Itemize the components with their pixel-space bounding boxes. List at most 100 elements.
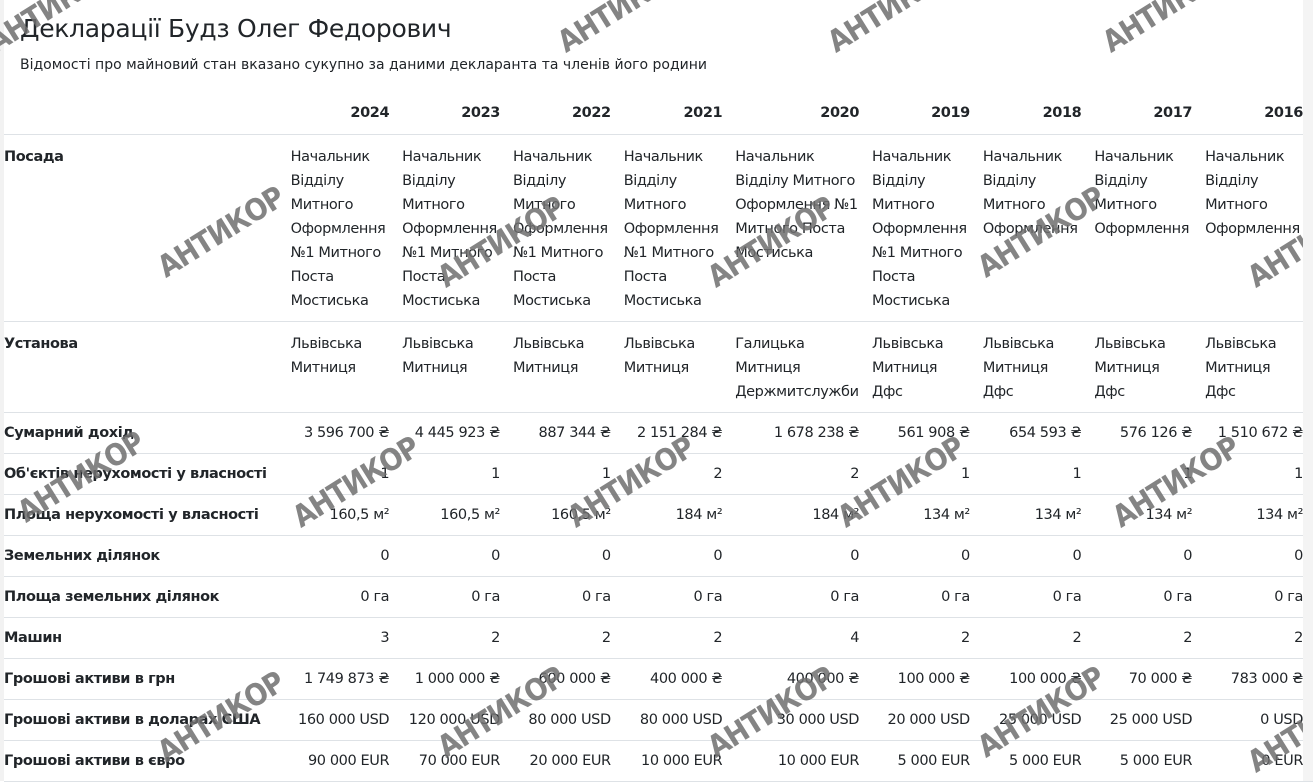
table-cell: 90 000 EUR xyxy=(287,740,400,782)
table-cell: 0 га xyxy=(869,576,980,618)
row-label: Сумарний дохід xyxy=(4,412,288,454)
row-label: Установа xyxy=(4,321,288,413)
table-cell: 70 000 EUR xyxy=(399,740,510,782)
table-row: Грошові активи в грн 1 749 873 ₴ 1 000 000… xyxy=(4,658,1313,700)
row-label: Площа нерухомості у власності xyxy=(4,494,288,536)
table-cell: 0 га xyxy=(979,576,1092,618)
table-cell: 4 445 923 ₴ xyxy=(399,412,510,454)
table-cell: 0 га xyxy=(1091,576,1203,618)
table-cell: Львівська Митниця xyxy=(287,321,400,413)
table-cell: 70 000 ₴ xyxy=(1091,658,1203,700)
table-cell: 5 000 EUR xyxy=(869,740,980,782)
table-cell: 160,5 м² xyxy=(509,494,621,536)
table-cell: 25 000 USD xyxy=(979,699,1092,741)
page-title: Декларації Будз Олег Федорович xyxy=(20,14,452,43)
table-cell: 1 xyxy=(869,453,980,495)
table-cell: 0 xyxy=(1091,535,1203,577)
year-header-2024: 2024 xyxy=(287,92,400,135)
table-cell: 0 га xyxy=(1202,576,1313,618)
table-cell: 134 м² xyxy=(1202,494,1313,536)
year-header-2016: 2016 xyxy=(1202,92,1313,135)
table-cell: 0 EUR xyxy=(1202,740,1313,782)
page-subtitle: Відомості про майновий стан вказано суку… xyxy=(20,57,707,73)
table-cell: 160 000 USD xyxy=(287,699,400,741)
year-header-2022: 2022 xyxy=(509,92,621,135)
table-cell: 400 000 ₴ xyxy=(620,658,733,700)
table-cell: 4 xyxy=(732,617,870,659)
table-cell: 100 000 ₴ xyxy=(979,658,1092,700)
row-label: Земельних ділянок xyxy=(4,535,288,577)
table-cell: Начальник Відділу Митного Оформлення №1 … xyxy=(869,134,980,322)
table-cell: 134 м² xyxy=(869,494,980,536)
row-label: Грошові активи в євро xyxy=(4,740,288,782)
table-cell: 0 га xyxy=(620,576,733,618)
table-cell: 2 xyxy=(620,453,733,495)
table-cell: 783 000 ₴ xyxy=(1202,658,1313,700)
year-header-2020: 2020 xyxy=(732,92,870,135)
table-cell: Начальник Відділу Митного Оформлення №1 … xyxy=(399,134,510,322)
table-cell: 184 м² xyxy=(620,494,733,536)
table-cell: Начальник Відділу Митного Оформлення xyxy=(1091,134,1203,322)
table-cell: 100 000 ₴ xyxy=(869,658,980,700)
table-row: Об'єктів нерухомості у власності 1 1 1 2 2 1 1 1… xyxy=(4,453,1313,495)
table-cell: Львівська Митниця Дфс xyxy=(1091,321,1203,413)
table-cell: 160,5 м² xyxy=(399,494,510,536)
table-cell: 0 га xyxy=(732,576,870,618)
table-cell: 2 xyxy=(869,617,980,659)
table-cell: 1 xyxy=(509,453,621,495)
table-cell: 0 USD xyxy=(1202,699,1313,741)
table-cell: 0 xyxy=(869,535,980,577)
table-row: Посада Начальник Відділу Митного Оформлен… xyxy=(4,134,1313,322)
table-row: Земельних ділянок 0 0 0 0 0 0 0 0 0 xyxy=(4,535,1313,577)
table-cell: Начальник Відділу Митного Оформлення №1 … xyxy=(509,134,621,322)
table-cell: 5 000 EUR xyxy=(979,740,1092,782)
table-cell: 80 000 USD xyxy=(620,699,733,741)
table-cell: 561 908 ₴ xyxy=(869,412,980,454)
table-row: Машин 3 2 2 2 4 2 2 2 2 xyxy=(4,617,1313,659)
table-cell: 5 000 EUR xyxy=(1091,740,1203,782)
table-cell: 120 000 USD xyxy=(399,699,510,741)
table-cell: 0 xyxy=(1202,535,1313,577)
table-cell: 2 xyxy=(509,617,621,659)
table-row: Площа нерухомості у власності 160,5 м² 160… xyxy=(4,494,1313,536)
table-row: Сумарний дохід 3 596 700 ₴ 4 445 923 ₴ 887 … xyxy=(4,412,1313,454)
table-cell: 2 xyxy=(732,453,870,495)
table-cell: 10 000 EUR xyxy=(620,740,733,782)
table-cell: 1 xyxy=(1091,453,1203,495)
table-cell: 0 xyxy=(732,535,870,577)
table-cell: Львівська Митниця Дфс xyxy=(1202,321,1313,413)
table-cell: 576 126 ₴ xyxy=(1091,412,1203,454)
table-cell: Начальник Відділу Митного Оформлення №1 … xyxy=(732,134,870,322)
table-row: Площа земельних ділянок 0 га 0 га 0 га 0 га 0… xyxy=(4,576,1313,618)
page-edge-left xyxy=(0,0,4,781)
table-cell: Начальник Відділу Митного Оформлення №1 … xyxy=(287,134,400,322)
year-header-row: 2024 2023 2022 2021 2020 2019 2018 2017 2016 xyxy=(4,92,1313,135)
table-cell: 654 593 ₴ xyxy=(979,412,1092,454)
table-cell: 0 га xyxy=(399,576,510,618)
row-label: Площа земельних ділянок xyxy=(4,576,288,618)
year-header-2018: 2018 xyxy=(979,92,1092,135)
table-cell: Галицька Митниця Держмитслужби xyxy=(732,321,870,413)
table-cell: 1 510 672 ₴ xyxy=(1202,412,1313,454)
table-cell: Начальник Відділу Митного Оформлення xyxy=(979,134,1092,322)
year-header-2017: 2017 xyxy=(1091,92,1203,135)
table-cell: 20 000 EUR xyxy=(509,740,621,782)
table-cell: 3 xyxy=(287,617,400,659)
table-cell: 2 151 284 ₴ xyxy=(620,412,733,454)
table-cell: 600 000 ₴ xyxy=(509,658,621,700)
table-cell: 3 596 700 ₴ xyxy=(287,412,400,454)
table-cell: 400 000 ₴ xyxy=(732,658,870,700)
table-row: Установа Львівська Митниця Львівська Митни… xyxy=(4,321,1313,413)
table-cell: 25 000 USD xyxy=(1091,699,1203,741)
page-edge-right xyxy=(1303,0,1313,781)
table-cell: 2 xyxy=(1202,617,1313,659)
table-cell: 2 xyxy=(979,617,1092,659)
table-cell: 80 000 USD xyxy=(509,699,621,741)
table-cell: Львівська Митниця xyxy=(620,321,733,413)
table-cell: 0 xyxy=(399,535,510,577)
year-header-2021: 2021 xyxy=(620,92,733,135)
table-cell: 0 xyxy=(620,535,733,577)
table-cell: 1 xyxy=(287,453,400,495)
table-cell: 1 749 873 ₴ xyxy=(287,658,400,700)
table-cell: Львівська Митниця Дфс xyxy=(869,321,980,413)
